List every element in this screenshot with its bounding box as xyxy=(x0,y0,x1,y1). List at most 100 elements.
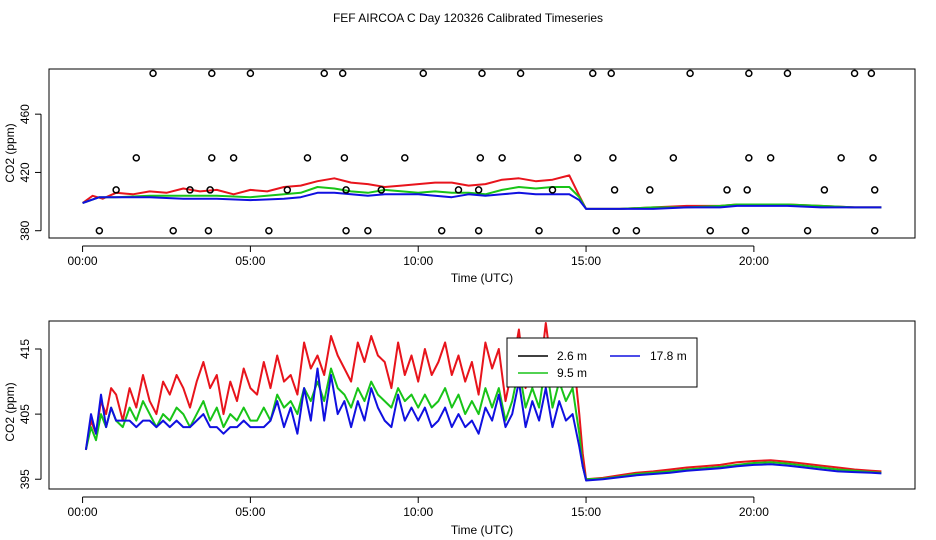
legend-label-9-5m: 9.5 m xyxy=(557,366,587,380)
bottom-plot-frame xyxy=(48,320,916,490)
bot-y-tick-label: 415 xyxy=(18,339,32,359)
top-x-tick-label: 20:00 xyxy=(739,254,769,268)
top-marker-point xyxy=(437,226,446,235)
top-series-17-8-mline xyxy=(82,191,882,210)
bot-y-tick-label: 405 xyxy=(18,404,32,424)
top-x-tick-label: 10:00 xyxy=(403,254,433,268)
bot-y-tick-label: 395 xyxy=(18,469,32,489)
top-marker-point xyxy=(632,226,641,235)
top-marker-point xyxy=(476,154,485,162)
top-marker-point xyxy=(850,69,859,78)
top-y-axis: 380 420 460 xyxy=(18,104,42,241)
top-marker-point xyxy=(870,226,879,235)
top-y-tick-label: 460 xyxy=(18,104,32,124)
top-x-tick-label: 00:00 xyxy=(68,254,98,268)
legend-label-2-6m: 2.6 m xyxy=(557,349,587,363)
top-marker-point xyxy=(766,154,775,162)
bot-x-tick-label: 20:00 xyxy=(739,505,769,519)
top-marker-point xyxy=(208,69,216,78)
top-x-axis-label: Time (UTC) xyxy=(451,271,513,285)
bottom-x-axis-label: Time (UTC) xyxy=(451,523,513,537)
top-marker-point xyxy=(204,226,213,235)
bottom-y-axis: 395 405 415 xyxy=(18,339,42,489)
top-marker-point xyxy=(548,186,557,194)
bot-series-2-6-mline xyxy=(84,322,882,481)
bottom-panel: 395 405 415 00:00 05:00 10:00 15:00 20:00 Time… xyxy=(3,320,916,537)
top-marker-point xyxy=(206,186,214,194)
top-y-axis-label: CO2 (ppm) xyxy=(3,123,17,182)
top-marker-point xyxy=(783,69,792,78)
top-marker-point xyxy=(867,69,876,78)
bottom-series-group xyxy=(84,322,882,482)
top-markers-group xyxy=(95,69,879,235)
top-marker-point xyxy=(401,154,409,162)
top-marker-point xyxy=(869,154,877,162)
top-marker-point xyxy=(340,154,349,162)
top-marker-point xyxy=(745,69,753,78)
top-marker-point xyxy=(516,69,525,78)
top-marker-point xyxy=(669,154,678,162)
top-marker-point xyxy=(186,186,194,194)
top-marker-point xyxy=(303,154,312,162)
top-marker-point xyxy=(377,186,386,194)
top-marker-point xyxy=(342,186,350,194)
top-marker-point xyxy=(743,186,751,194)
top-marker-point xyxy=(837,154,845,162)
top-marker-point xyxy=(342,226,350,235)
bot-series-17-8-mline xyxy=(84,367,882,482)
legend-label-17-8m: 17.8 m xyxy=(650,349,687,363)
bot-x-tick-label: 10:00 xyxy=(403,505,433,519)
top-marker-point xyxy=(454,186,463,194)
legend: 2.6 m 9.5 m 17.8 m xyxy=(506,337,698,388)
top-marker-point xyxy=(646,186,654,194)
top-marker-point xyxy=(723,186,731,194)
top-marker-point xyxy=(741,226,750,235)
bot-x-tick-label: 00:00 xyxy=(68,505,98,519)
top-marker-point xyxy=(612,226,621,235)
top-marker-point xyxy=(478,69,486,78)
top-y-tick-label: 380 xyxy=(18,220,32,240)
top-series-2-6-mline xyxy=(82,174,882,210)
top-marker-point xyxy=(320,69,328,78)
top-marker-point xyxy=(169,226,177,235)
top-marker-point xyxy=(573,154,582,162)
top-marker-point xyxy=(149,69,157,78)
top-marker-point xyxy=(474,226,483,235)
top-x-tick-label: 05:00 xyxy=(235,254,265,268)
chart-title: FEF AIRCOA C Day 120326 Calibrated Times… xyxy=(333,11,603,25)
bot-x-tick-label: 05:00 xyxy=(235,505,265,519)
top-marker-point xyxy=(609,154,617,162)
top-marker-point xyxy=(535,226,543,235)
legend-box xyxy=(506,337,698,388)
top-marker-point xyxy=(610,186,619,194)
top-plot-frame xyxy=(48,68,916,239)
top-marker-point xyxy=(132,154,141,162)
top-marker-point xyxy=(686,69,694,78)
top-marker-point xyxy=(95,226,104,235)
top-x-axis: 00:00 05:00 10:00 15:00 20:00 xyxy=(68,245,769,268)
top-series-group xyxy=(82,174,882,210)
top-marker-point xyxy=(745,154,753,162)
top-marker-point xyxy=(208,154,216,162)
top-series-9-5-mline xyxy=(82,186,882,210)
top-marker-point xyxy=(803,226,812,235)
bottom-x-axis: 00:00 05:00 10:00 15:00 20:00 xyxy=(68,496,769,519)
top-marker-point xyxy=(229,154,238,162)
top-y-tick-label: 420 xyxy=(18,162,32,182)
top-marker-point xyxy=(246,69,255,78)
top-x-tick-label: 15:00 xyxy=(571,254,601,268)
top-marker-point xyxy=(112,186,120,194)
top-marker-point xyxy=(364,226,372,235)
top-marker-point xyxy=(589,69,597,78)
bottom-y-axis-label: CO2 (ppm) xyxy=(3,382,17,441)
top-marker-point xyxy=(419,69,428,78)
top-marker-point xyxy=(870,186,879,194)
bot-x-tick-label: 15:00 xyxy=(571,505,601,519)
top-marker-point xyxy=(283,186,292,194)
top-marker-point xyxy=(474,186,483,194)
top-marker-point xyxy=(498,154,506,162)
top-marker-point xyxy=(607,69,615,78)
top-panel: 380 420 460 00:00 05:00 10:00 15:00 20:00 Time… xyxy=(3,68,916,285)
top-marker-point xyxy=(265,226,273,235)
